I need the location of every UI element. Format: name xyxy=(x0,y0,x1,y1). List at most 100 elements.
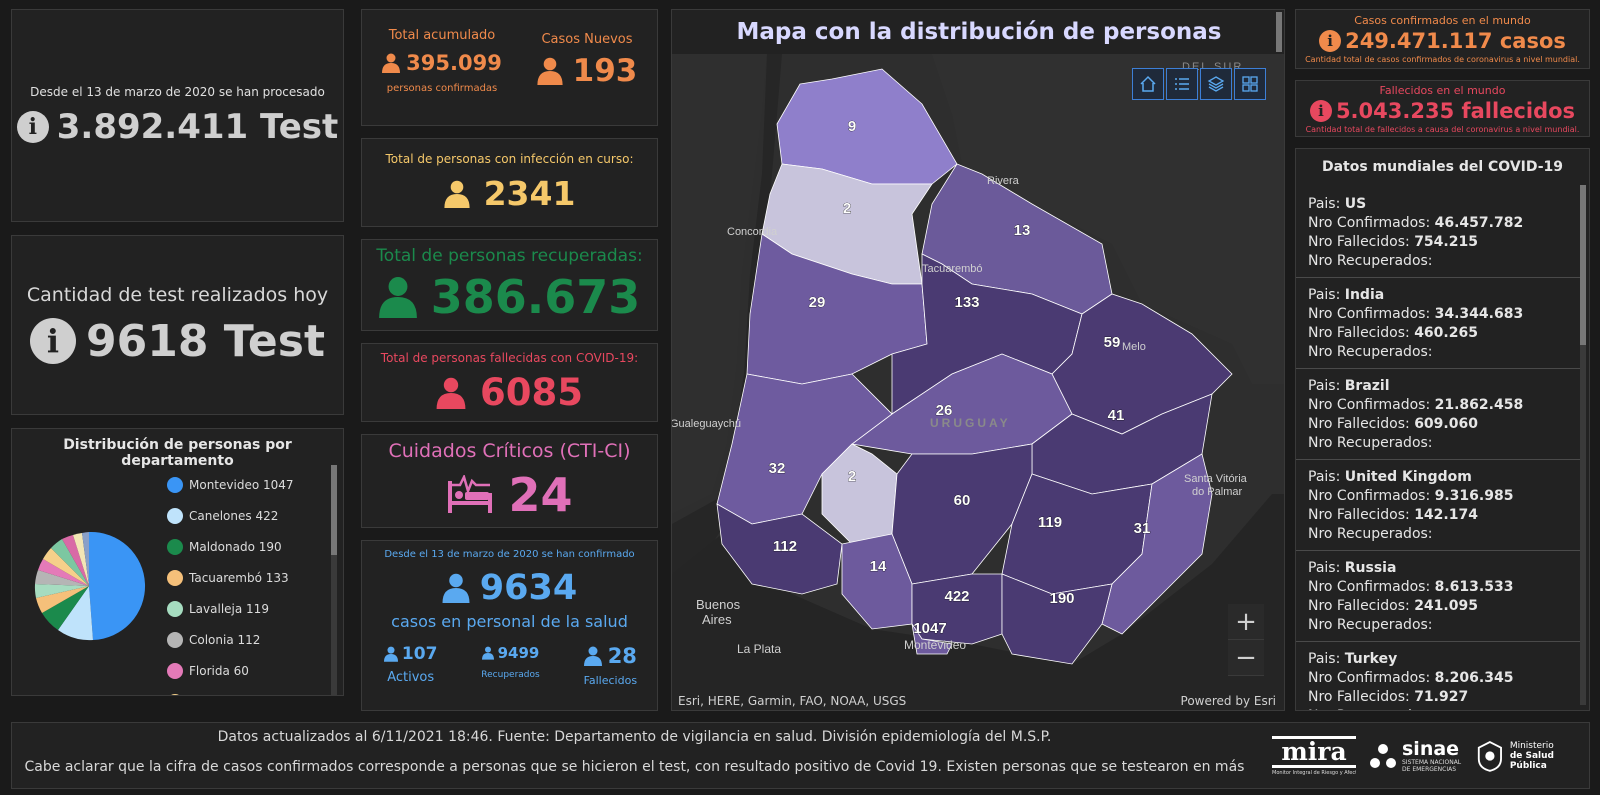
country-deaths: 754.215 xyxy=(1414,234,1478,250)
dept-value-paysandu: 29 xyxy=(809,294,826,311)
dept-rocha[interactable] xyxy=(1101,453,1213,635)
map-panel[interactable]: Mapa con la distribución de personas 9 xyxy=(671,9,1285,711)
world-list-scroll[interactable]: Pais: US Nro Confirmados: 46.457.782 Nro… xyxy=(1296,187,1584,710)
dept-maldonado[interactable] xyxy=(1001,573,1113,665)
home-button[interactable] xyxy=(1132,68,1164,100)
info-icon: i xyxy=(1309,99,1332,122)
legend-item: Florida 60 xyxy=(167,655,317,686)
infection-panel: Total de personas con infección en curso… xyxy=(361,138,658,227)
person-icon xyxy=(436,377,466,409)
confirmed-label: Nro Confirmados: xyxy=(1308,579,1431,595)
basemap-button[interactable] xyxy=(1234,68,1266,100)
msp-logo: Ministerio de Salud Pública xyxy=(1476,739,1588,773)
country-deaths: 142.174 xyxy=(1414,507,1478,523)
legend-item: Tacuarembó 133 xyxy=(167,562,317,593)
accumulated-panel: Total acumulado 395.099 personas confirm… xyxy=(361,9,658,126)
legend-label: Colonia 112 xyxy=(189,632,261,647)
legend-item: Canelones 422 xyxy=(167,500,317,531)
zoom-in-button[interactable]: + xyxy=(1228,604,1264,640)
legend-button[interactable] xyxy=(1166,68,1198,100)
dept-value-colonia: 112 xyxy=(773,538,797,555)
pie-slice-canelones xyxy=(58,586,93,641)
confirmed-label: Nro Confirmados: xyxy=(1308,306,1431,322)
pie-chart xyxy=(34,531,146,641)
country-deaths: 241.095 xyxy=(1414,598,1478,614)
pie-slice-other xyxy=(73,533,89,586)
footer-panel: Datos actualizados al 6/11/2021 18:46. F… xyxy=(11,722,1590,789)
country-confirmed: 9.316.985 xyxy=(1434,488,1514,504)
tests-total-panel: Desde el 13 de marzo de 2020 se han proc… xyxy=(11,9,344,222)
country-confirmed: 46.457.782 xyxy=(1434,215,1524,231)
recovered-label: Nro Recuperados: xyxy=(1308,526,1433,542)
pais-label: Pais: xyxy=(1308,287,1341,303)
legend-item: Montevideo 1047 xyxy=(167,469,317,500)
tests-total-caption: Desde el 13 de marzo de 2020 se han proc… xyxy=(30,84,325,99)
pais-label: Pais: xyxy=(1308,378,1341,394)
health-staff-value: 9634 xyxy=(479,568,578,608)
map-scrollbar[interactable] xyxy=(1276,12,1282,52)
pie-slice-other xyxy=(51,539,89,586)
dept-value-san-jose: 14 xyxy=(870,558,887,575)
uruguay-map[interactable]: 9 2 13 133 29 59 26 41 32 2 60 119 31 11… xyxy=(672,54,1285,711)
person-icon xyxy=(378,277,417,318)
health-staff-caption: Desde el 13 de marzo de 2020 se han conf… xyxy=(384,549,635,560)
new-cases-title: Casos Nuevos xyxy=(541,32,633,47)
deaths-label: Nro Fallecidos: xyxy=(1308,507,1410,523)
recovered-label: Nro Recuperados: xyxy=(1308,344,1433,360)
country-deaths: 71.927 xyxy=(1414,689,1469,705)
legend-dot xyxy=(167,631,183,648)
deaths-label: Nro Fallecidos: xyxy=(1308,325,1410,341)
health-deceased-label: Fallecidos xyxy=(583,674,638,687)
footer-line-1: Datos actualizados al 6/11/2021 18:46. F… xyxy=(217,729,1052,745)
legend-label: Lavalleja 119 xyxy=(189,601,269,616)
dept-value-rio-negro: 32 xyxy=(769,460,786,477)
health-recovered-label: Recuperados xyxy=(481,670,540,680)
pie-slice-florida xyxy=(38,559,89,586)
person-icon xyxy=(583,646,602,666)
list-item: Pais: United Kingdom Nro Confirmados: 9.… xyxy=(1296,460,1584,551)
dept-value-treinta-y-tres: 41 xyxy=(1108,407,1125,424)
legend-label: Canelones 422 xyxy=(189,508,279,523)
pie-slice-colonia xyxy=(35,570,89,586)
distribution-panel: Distribución de personas por departament… xyxy=(11,428,344,696)
country-name: India xyxy=(1344,287,1385,303)
sinae-icon xyxy=(1370,744,1396,768)
pais-label: Pais: xyxy=(1308,651,1341,667)
map-toolbar xyxy=(1132,68,1266,100)
legend-dot xyxy=(167,507,183,524)
dept-value-flores: 2 xyxy=(848,468,856,485)
layers-button[interactable] xyxy=(1200,68,1232,100)
dept-value-salto: 2 xyxy=(843,200,851,217)
world-list-scrollbar[interactable] xyxy=(1580,185,1586,705)
list-item: Pais: India Nro Confirmados: 34.344.683 … xyxy=(1296,278,1584,369)
map-powered-by[interactable]: Powered by Esri xyxy=(1180,694,1276,708)
home-icon xyxy=(1140,75,1156,92)
cti-value: 24 xyxy=(508,468,573,522)
zoom-out-button[interactable]: − xyxy=(1228,640,1264,676)
dept-montevideo[interactable] xyxy=(911,623,953,655)
health-staff-panel: Desde el 13 de marzo de 2020 se han conf… xyxy=(361,540,658,711)
world-list-title: Datos mundiales del COVID-19 xyxy=(1321,159,1564,175)
country-name: United Kingdom xyxy=(1344,469,1472,485)
person-icon xyxy=(442,573,470,603)
confirmed-label: Nro Confirmados: xyxy=(1308,215,1431,231)
country-name: Russia xyxy=(1344,560,1397,576)
place-label: Buenos xyxy=(696,597,741,612)
place-label: Melo xyxy=(1122,341,1146,353)
world-deaths-sub: Cantidad total de fallecidos a causa del… xyxy=(1305,124,1580,134)
health-deceased-value: 28 xyxy=(607,644,637,668)
confirmed-label: Nro Confirmados: xyxy=(1308,488,1431,504)
health-active-value: 107 xyxy=(401,644,438,664)
recovered-title: Total de personas recuperadas: xyxy=(376,246,643,266)
confirmed-label: Nro Confirmados: xyxy=(1308,397,1431,413)
world-list-panel: Datos mundiales del COVID-19 Pais: US Nr… xyxy=(1295,148,1590,711)
recovered-value: 386.673 xyxy=(430,270,641,324)
dept-colonia[interactable] xyxy=(716,503,843,595)
list-item: Pais: Turkey Nro Confirmados: 8.206.345 … xyxy=(1296,642,1584,710)
pie-slice-maldonado xyxy=(42,586,89,630)
confirmed-label: Nro Confirmados: xyxy=(1308,670,1431,686)
pie-slice-montevideo xyxy=(89,531,146,640)
legend-scrollbar[interactable] xyxy=(331,465,337,695)
mira-logo: mira Monitor Integral de Riesgo y Afecta… xyxy=(1272,736,1356,776)
deaths-label: Nro Fallecidos: xyxy=(1308,234,1410,250)
